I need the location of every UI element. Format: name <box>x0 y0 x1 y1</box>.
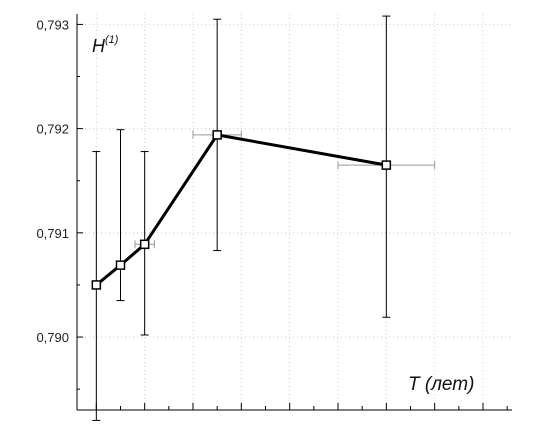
y-tick-label: 0,791 <box>36 226 69 241</box>
data-markers <box>91 130 392 290</box>
axes <box>76 14 512 411</box>
y-axis-title: H(1) <box>92 34 119 56</box>
data-point-marker <box>212 130 222 140</box>
y-tick-label: 0,793 <box>36 17 69 32</box>
x-axis-title: T (лет) <box>408 374 474 395</box>
y-ticks: 0,790 0,791 0,792 0,793 <box>36 17 83 390</box>
y-tick-label: 0,790 <box>36 330 69 345</box>
data-point-marker <box>139 239 150 250</box>
grid-lines <box>77 14 512 410</box>
x-ticks <box>95 403 508 410</box>
data-point-marker <box>91 280 102 290</box>
y-tick-label: 0,792 <box>36 122 69 137</box>
data-point-marker <box>381 160 392 170</box>
data-point-marker <box>115 260 126 270</box>
error-bars <box>92 15 436 421</box>
y-axis-title-superscript: (1) <box>105 34 119 46</box>
